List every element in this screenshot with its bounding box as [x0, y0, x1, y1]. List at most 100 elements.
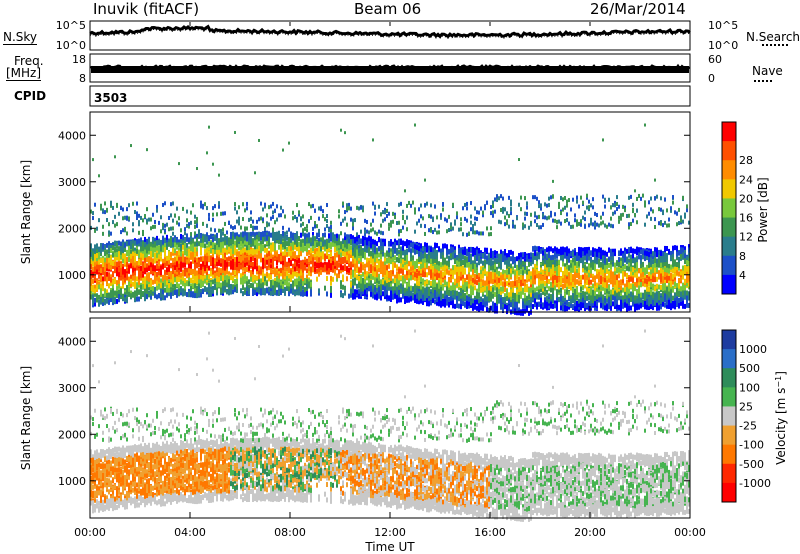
- power-cell: [418, 270, 420, 276]
- power-cell: [344, 285, 346, 291]
- power-cell: [414, 248, 416, 254]
- power-cell: [284, 266, 286, 272]
- power-cell: [382, 291, 384, 297]
- power-cell: [300, 261, 302, 267]
- power-cell: [110, 255, 112, 261]
- power-cell: [350, 240, 352, 246]
- power-cell: [106, 289, 108, 295]
- power-cell: [386, 265, 388, 271]
- power-cell: [434, 280, 436, 286]
- power-cell: [422, 253, 424, 259]
- power-cell: [108, 275, 110, 281]
- power-cell: [222, 231, 224, 236]
- power-cell: [190, 278, 192, 284]
- power-cell: [238, 205, 240, 210]
- power-cell: [150, 288, 152, 294]
- power-cell: [370, 291, 372, 297]
- power-cell: [198, 267, 200, 273]
- power-cell: [200, 242, 202, 248]
- power-cell: [202, 259, 204, 265]
- power-cell: [444, 291, 446, 297]
- power-cell: [298, 236, 300, 242]
- power-cell: [282, 242, 284, 248]
- power-cell: [144, 269, 146, 275]
- power-cell: [274, 208, 276, 213]
- power-cell: [236, 256, 238, 262]
- power-cell: [180, 276, 182, 282]
- power-cell: [294, 254, 296, 260]
- power-cell: [124, 272, 126, 278]
- power-cell: [190, 290, 192, 296]
- power-cell: [260, 254, 262, 260]
- power-cell: [400, 297, 402, 303]
- power-cell: [244, 208, 246, 213]
- power-cell: [118, 289, 120, 295]
- power-cell: [434, 204, 436, 209]
- power-cell: [292, 263, 294, 269]
- power-cell: [446, 218, 448, 223]
- power-cell: [316, 251, 318, 257]
- power-cell: [256, 266, 258, 272]
- power-cell: [218, 267, 220, 273]
- power-cell: [120, 267, 122, 273]
- power-cell: [138, 260, 140, 266]
- power-cell: [118, 255, 120, 261]
- power-cell: [178, 242, 180, 248]
- power-cell: [92, 287, 94, 293]
- power-cell: [220, 282, 222, 288]
- nsky-hi-tick: 10^5: [56, 19, 86, 32]
- power-cell: [250, 236, 252, 242]
- power-cell: [122, 207, 124, 212]
- power-cell: [254, 225, 256, 230]
- power-cell: [250, 231, 252, 237]
- power-cell: [116, 222, 118, 227]
- power-cell: [150, 293, 152, 299]
- power-cell: [168, 291, 170, 297]
- power-cell: [220, 247, 222, 253]
- power-cell: [118, 261, 120, 267]
- power-cell: [96, 297, 98, 303]
- power-cell: [190, 283, 192, 289]
- power-cell: [356, 253, 358, 259]
- power-cell: [250, 283, 252, 289]
- power-cell: [188, 257, 190, 263]
- power-cell: [178, 255, 180, 261]
- power-cell: [360, 275, 362, 281]
- power-cell: [100, 251, 102, 257]
- power-cell: [180, 287, 182, 293]
- power-cell: [306, 284, 308, 290]
- power-cell: [152, 252, 154, 258]
- power-cell: [436, 283, 438, 289]
- power-cell: [386, 202, 388, 207]
- power-data: [90, 123, 690, 316]
- power-cell: [304, 287, 306, 293]
- power-cell: [244, 257, 246, 263]
- power-cell: [182, 275, 184, 281]
- power-cell: [234, 206, 236, 211]
- power-cell: [348, 267, 350, 273]
- power-cell: [114, 277, 116, 283]
- power-cell: [198, 291, 200, 297]
- power-cell: [100, 270, 102, 276]
- power-cell: [162, 263, 164, 269]
- power-cell: [422, 280, 424, 286]
- power-cell: [262, 239, 264, 245]
- power-cell: [362, 205, 364, 210]
- power-cell: [366, 229, 368, 234]
- power-cell: [134, 283, 136, 289]
- power-cell: [172, 201, 174, 206]
- power-cell: [134, 275, 136, 281]
- power-cell: [200, 264, 202, 270]
- power-cell: [424, 242, 426, 248]
- power-cell: [316, 242, 318, 248]
- power-cell: [148, 285, 150, 291]
- power-cell: [148, 260, 150, 266]
- power-cell: [154, 272, 156, 278]
- power-cell: [346, 255, 348, 261]
- power-cell: [338, 249, 340, 255]
- power-cell: [116, 289, 118, 295]
- power-cell: [400, 275, 402, 281]
- power-cell: [268, 222, 270, 227]
- power-cell: [268, 240, 270, 246]
- power-cell: [388, 226, 390, 231]
